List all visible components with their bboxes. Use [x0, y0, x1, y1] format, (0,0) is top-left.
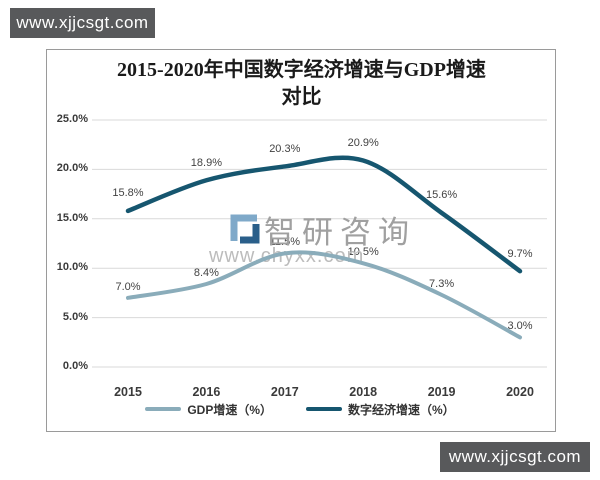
legend-swatch [306, 407, 342, 411]
legend-label: GDP增速（%） [187, 402, 272, 417]
chart-title-line2: 对比 [281, 86, 322, 108]
watermark-url-text: www.chyxx.com [209, 245, 365, 267]
zhiyan-logo-icon [230, 214, 260, 244]
legend-swatch [145, 407, 182, 411]
y-axis-tick-label: 10.0% [56, 261, 88, 274]
data-label: 9.7% [507, 247, 533, 260]
y-axis-tick-label: 15.0% [56, 211, 88, 224]
chart-legend: GDP增速（%） 数字经济增速（%） [0, 399, 600, 419]
data-label: 7.0% [115, 280, 141, 293]
x-axis-tick-label: 2019 [427, 385, 456, 399]
data-label: 20.3% [269, 142, 301, 155]
legend-label: 数字经济增速（%） [348, 402, 455, 417]
data-label: 18.9% [190, 156, 222, 169]
x-axis-tick-label: 2020 [506, 385, 534, 399]
y-axis-tick-label: 5.0% [62, 310, 88, 323]
legend-item: 数字经济增速（%） [306, 401, 455, 418]
data-label: 20.9% [347, 137, 379, 149]
site-watermark-text: www.xjjcsgt.com [448, 447, 582, 466]
site-watermark-text: www.xjjcsgt.com [16, 13, 149, 32]
site-watermark-bottom-right: www.xjjcsgt.com [440, 442, 590, 472]
x-axis-tick-label: 2017 [270, 385, 299, 399]
chart-title-line1: 2015-2020年中国数字经济增速与GDP增速 [117, 59, 486, 81]
x-axis-tick-label: 2018 [349, 385, 378, 399]
legend-item: GDP增速（%） [145, 401, 272, 418]
data-label: 8.4% [193, 267, 219, 279]
y-axis-tick-label: 0.0% [62, 360, 88, 372]
chart-title: 2015-2020年中国数字经济增速与GDP增速 对比 [46, 57, 557, 111]
y-axis-tick-label: 20.0% [56, 162, 88, 175]
data-label: 3.0% [507, 320, 533, 333]
x-axis-tick-label: 2016 [192, 385, 221, 399]
y-axis-tick-label: 25.0% [56, 113, 88, 125]
data-label: 7.3% [429, 277, 455, 290]
data-label: 15.8% [112, 187, 144, 200]
x-axis-tick-label: 2015 [114, 385, 142, 399]
site-watermark-top-left: www.xjjcsgt.com [10, 8, 155, 38]
data-label: 15.6% [425, 189, 458, 202]
